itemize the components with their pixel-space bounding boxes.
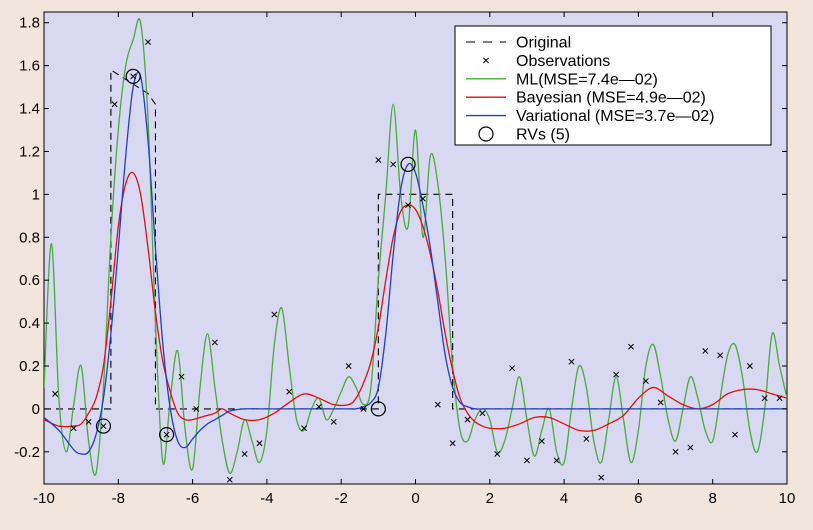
observation-point [732,431,738,438]
x-tick-label: -2 [335,490,348,507]
y-tick-label: 0 [32,401,40,418]
x-tick-label: 2 [486,490,494,507]
y-tick-label: -0.2 [14,444,40,461]
observation-point [286,388,293,395]
series-line-2 [44,18,787,476]
observation-point [776,395,783,402]
observation-point [657,399,664,406]
y-tick-label: 0.8 [19,229,40,246]
observation-point [761,395,768,402]
x-tick-label: -4 [260,490,273,507]
observation-point [672,448,679,455]
x-tick-label: -6 [186,490,199,507]
observation-point [687,444,694,451]
legend-box [454,25,772,146]
x-tick-label: 8 [709,490,717,507]
observation-point [178,373,185,380]
series-line-4 [44,71,787,455]
observation-point [145,39,151,45]
observation-point [746,363,753,369]
relevance-vector-circle [125,68,141,84]
observation-point [628,343,634,350]
observation-point [390,161,397,168]
observation-point [523,457,530,464]
relevance-vector-circle [400,156,416,172]
observation-point [375,157,382,163]
observation-point [85,418,92,425]
observation-point [130,73,137,80]
y-tick-label: 0.2 [19,358,40,375]
legend-label: RVs (5) [516,127,570,144]
observation-point [315,403,322,410]
x-tick-label: -8 [112,490,125,507]
legend-label: Variational (MSE=3.7e—02) [516,108,714,125]
x-tick-label: 6 [634,490,642,507]
x-tick-label: -10 [33,490,55,507]
observation-point [717,352,724,359]
observation-point [100,423,107,430]
legend-entry: ML(MSE=7.4e—02) [466,71,658,88]
observation-point [613,371,620,378]
observation-point [330,418,337,425]
y-tick-label: 1.2 [19,143,40,160]
y-tick-label: 0.6 [19,272,40,289]
legend-entry: Original [466,35,571,52]
y-tick-label: 1.6 [19,58,40,75]
observation-point [464,416,471,423]
observation-point [52,390,59,397]
observation-point [256,440,263,447]
observation-point [271,311,278,318]
legend-label: Bayesian (MSE=4.9e—02) [516,90,706,107]
legend-label: Original [516,35,571,52]
observation-point [301,425,308,432]
observation-point [345,363,352,369]
x-tick-label: 0 [411,490,419,507]
observation-point [211,339,218,346]
y-tick-label: 1.4 [19,101,40,118]
series-original-line [44,68,787,410]
x-tick-label: 10 [779,490,796,507]
observation-point [419,195,426,202]
relevance-vector-circle [370,401,386,417]
legend-entry: Bayesian (MSE=4.9e—02) [466,90,706,107]
observation-point [538,438,545,445]
y-tick-label: 1 [32,186,40,203]
observation-point [434,401,441,408]
observation-point [70,425,77,432]
observation-point [553,457,560,464]
x-tick-label: 4 [560,490,568,507]
observation-point [449,440,456,447]
y-tick-label: 0.4 [19,315,40,332]
legend-entry: RVs (5) [478,126,570,144]
observation-point [598,474,605,481]
relevance-vector-circle [158,427,175,443]
legend-entry: Observations [483,53,610,70]
observation-point [642,378,649,384]
series-line-3 [44,171,787,432]
observation-point [241,451,248,457]
observation-point [163,431,170,438]
legend-entry: Variational (MSE=3.7e—02) [466,108,714,125]
observation-point [360,405,367,412]
y-tick-label: 1.8 [19,15,40,32]
observation-point [226,476,233,483]
legend-label: ML(MSE=7.4e—02) [516,71,658,88]
observation-point [479,410,486,417]
observation-point [193,405,200,412]
observation-point [111,101,118,108]
observation-point [568,358,575,365]
legend-label: Observations [516,53,610,70]
observation-point [509,365,516,372]
observation-point [494,451,501,457]
observation-point [583,435,590,442]
observation-point [702,348,709,354]
relevance-vector-circle [95,418,112,434]
observation-point [405,202,412,209]
